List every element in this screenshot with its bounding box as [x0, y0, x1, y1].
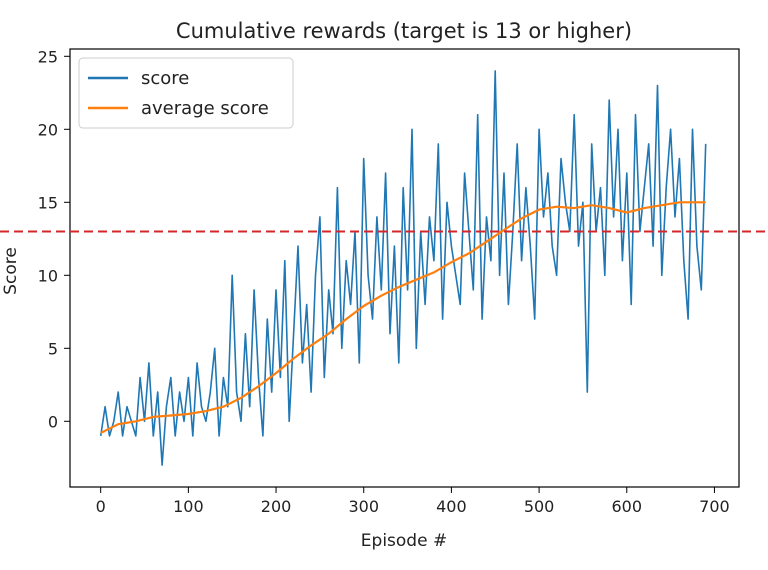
y-tick-label: 15	[38, 193, 58, 212]
x-tick-label: 200	[261, 497, 292, 516]
x-tick-label: 700	[699, 497, 730, 516]
x-tick-label: 0	[96, 497, 106, 516]
y-tick-label: 25	[38, 47, 58, 66]
plot-area	[99, 70, 707, 466]
plot-frame	[69, 48, 740, 488]
x-tick-label: 400	[436, 497, 467, 516]
x-tick-label: 500	[524, 497, 555, 516]
series-line-score	[99, 70, 707, 466]
legend-entry-score: score	[141, 68, 189, 89]
legend-entry-average-score: average score	[141, 98, 269, 119]
y-tick-label: 5	[48, 339, 58, 358]
series-line-average-score	[100, 201, 706, 434]
y-axis: 0 5 10 15 20 25	[38, 47, 70, 431]
y-tick-label: 10	[38, 266, 58, 285]
legend: score average score	[78, 57, 294, 129]
chart-title: Cumulative rewards (target is 13 or high…	[176, 19, 632, 43]
x-axis: 0 100 200 300 400 500 600 700	[96, 487, 730, 516]
x-tick-label: 100	[173, 497, 204, 516]
x-tick-label: 300	[348, 497, 379, 516]
y-tick-label: 0	[48, 412, 58, 431]
legend-box	[78, 57, 294, 129]
x-tick-label: 600	[611, 497, 642, 516]
y-axis-label: Score	[1, 247, 21, 295]
y-tick-label: 20	[38, 120, 58, 139]
x-axis-label: Episode #	[361, 531, 447, 551]
